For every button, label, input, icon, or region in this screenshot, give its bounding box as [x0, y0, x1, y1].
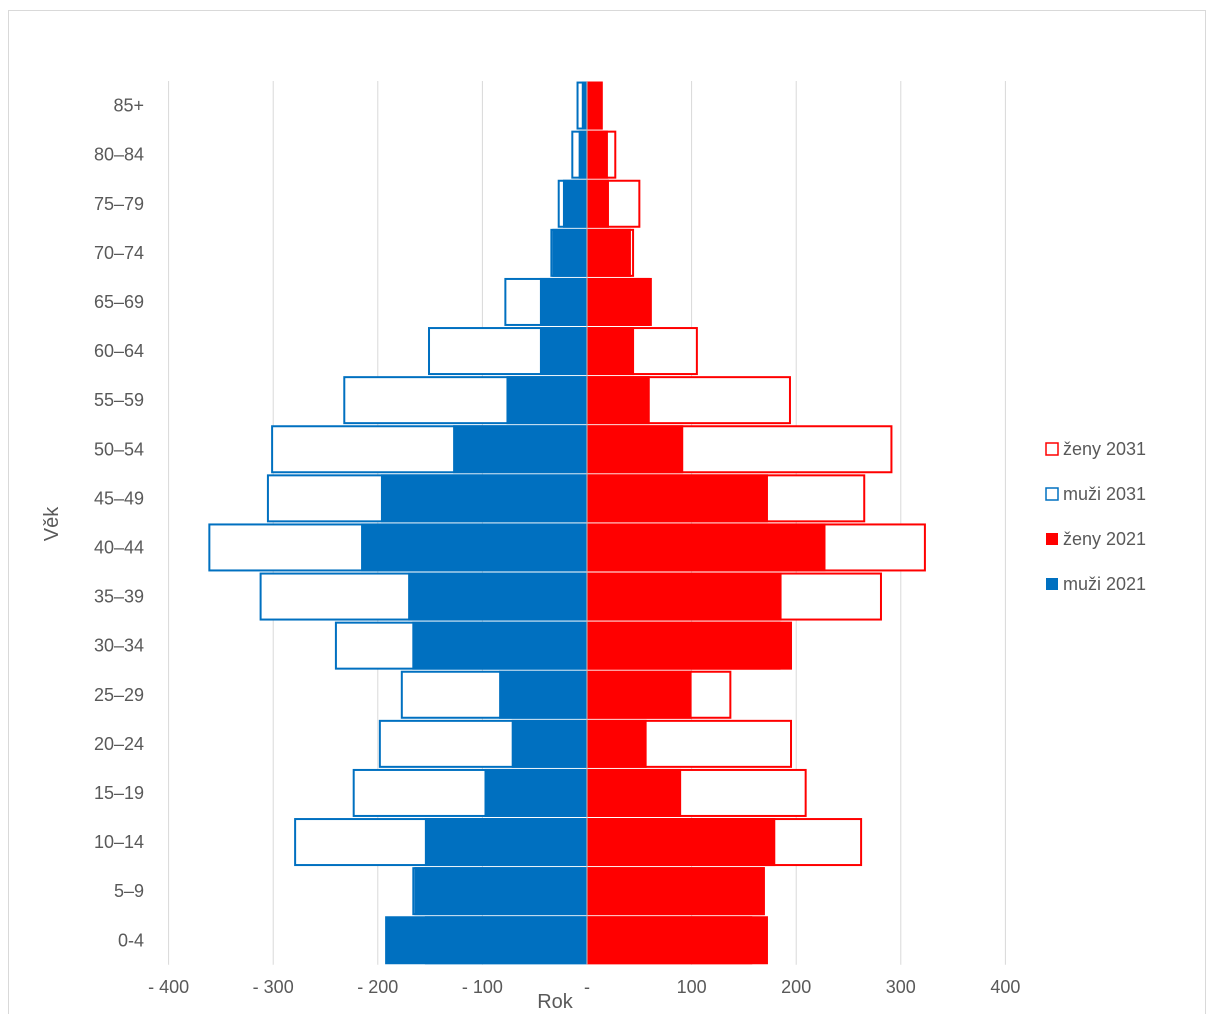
y-tick-label: 5–9: [114, 881, 144, 901]
bar-ženy-2021-0: [587, 916, 768, 965]
legend: ženy 2031 muži 2031 ženy 2021 muži 2021: [1045, 439, 1146, 594]
legend-swatch: [1045, 442, 1059, 456]
bar-muži-2021-4: [511, 719, 587, 768]
y-tick-label: 25–29: [94, 685, 144, 705]
y-tick-label: 0-4: [118, 930, 144, 950]
bar-ženy-2021-16: [587, 130, 608, 179]
x-axis-title: Rok: [537, 991, 574, 1013]
x-tick-label: - 100: [462, 977, 503, 997]
bar-ženy-2021-3: [587, 768, 682, 817]
bar-ženy-2021-11: [587, 376, 650, 425]
y-tick-label: 30–34: [94, 636, 144, 656]
bar-muži-2021-6: [412, 621, 587, 670]
y-tick-label: 55–59: [94, 390, 144, 410]
y-tick-label: 65–69: [94, 292, 144, 312]
x-tick-label: - 300: [253, 977, 294, 997]
legend-swatch: [1046, 578, 1058, 590]
bar-ženy-2021-2: [587, 818, 776, 867]
bar-ženy-2021-5: [587, 670, 692, 719]
y-tick-label: 80–84: [94, 145, 144, 165]
axes: - 400 - 300 - 200 - 100 - 100 200 300 400 0-4 5–9 1…: [94, 81, 1020, 997]
bar-ženy-2021-6: [587, 621, 793, 670]
y-tick-label: 60–64: [94, 341, 144, 361]
y-tick-label: 35–39: [94, 587, 144, 607]
bar-muži-2021-2: [424, 818, 587, 867]
legend-label: ženy 2021: [1063, 529, 1146, 549]
y-axis-title: Věk: [41, 506, 63, 541]
bar-ženy-2021-17: [587, 81, 603, 130]
bar-muži-2021-5: [499, 670, 587, 719]
bar-ženy-2021-10: [587, 425, 684, 474]
y-tick-label: 40–44: [94, 537, 144, 557]
x-tick-label: 200: [781, 977, 811, 997]
y-tick-label: 85+: [113, 96, 144, 116]
legend-swatch: [1046, 533, 1058, 545]
bar-ženy-2021-9: [587, 474, 768, 523]
y-tick-label: 20–24: [94, 734, 144, 754]
bar-muži-2021-1: [414, 867, 587, 916]
population-pyramid-chart: - 400 - 300 - 200 - 100 - 100 200 300 400 0-4 5–9 1…: [41, 81, 1146, 1013]
bar-ženy-2021-13: [587, 277, 652, 326]
x-tick-label: 300: [886, 977, 916, 997]
x-tick-label: -: [584, 977, 590, 997]
bar-ženy-2021-12: [587, 327, 635, 376]
legend-swatch: [1045, 487, 1059, 501]
bar-muži-2021-14: [552, 228, 587, 277]
x-tick-label: - 400: [148, 977, 189, 997]
bar-ženy-2021-4: [587, 719, 647, 768]
bar-muži-2021-17: [581, 81, 587, 130]
y-tick-label: 50–54: [94, 439, 144, 459]
y-tick-label: 75–79: [94, 194, 144, 214]
x-tick-label: 400: [990, 977, 1020, 997]
bar-muži-2021-13: [539, 277, 587, 326]
x-tick-label: 100: [677, 977, 707, 997]
bar-ženy-2021-14: [587, 228, 631, 277]
legend-label: muži 2031: [1063, 484, 1146, 504]
bar-ženy-2021-1: [587, 867, 765, 916]
bar-ženy-2021-15: [587, 179, 609, 228]
y-tick-label: 10–14: [94, 832, 144, 852]
bar-muži-2021-0: [385, 916, 587, 965]
legend-label: muži 2021: [1063, 574, 1146, 594]
y-tick-label: 70–74: [94, 243, 144, 263]
bar-muži-2021-8: [361, 523, 587, 572]
bar-muži-2021-11: [506, 376, 587, 425]
y-tick-label: 45–49: [94, 488, 144, 508]
bar-muži-2021-12: [539, 327, 587, 376]
legend-label: ženy 2031: [1063, 439, 1146, 459]
bar-muži-2021-16: [578, 130, 587, 179]
bar-ženy-2021-8: [587, 523, 826, 572]
chart-frame: - 400 - 300 - 200 - 100 - 100 200 300 400 0-4 5–9 1…: [8, 10, 1206, 1014]
bar-muži-2021-7: [408, 572, 587, 621]
bar-ženy-2021-7: [587, 572, 782, 621]
y-tick-label: 15–19: [94, 783, 144, 803]
bar-muži-2021-3: [484, 768, 587, 817]
bars: [208, 81, 926, 965]
bar-muži-2021-10: [453, 425, 587, 474]
bar-muži-2021-9: [380, 474, 587, 523]
bar-muži-2021-15: [562, 179, 587, 228]
gridlines: [168, 81, 1006, 965]
x-tick-label: - 200: [357, 977, 398, 997]
